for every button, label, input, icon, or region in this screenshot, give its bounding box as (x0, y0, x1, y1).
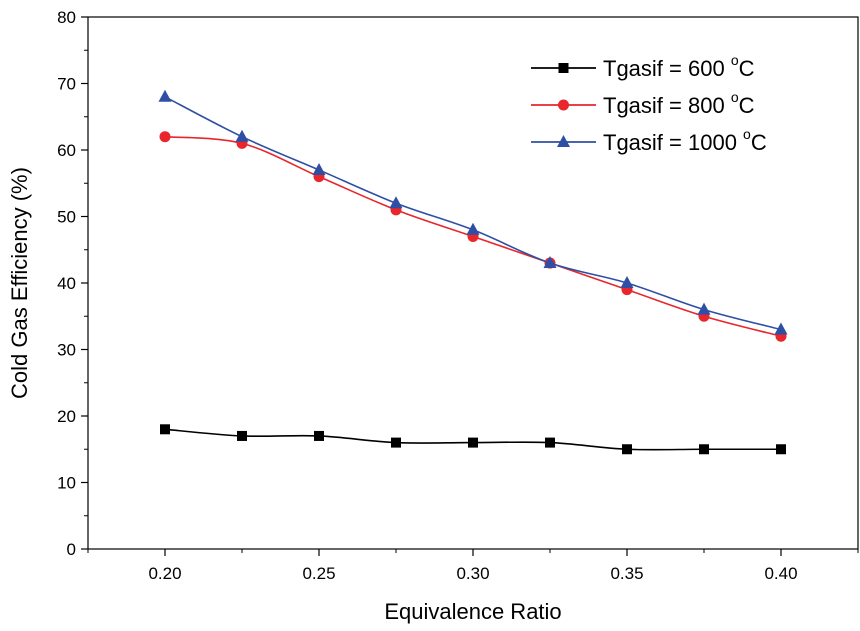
data-point-marker (545, 437, 555, 448)
data-point-marker (235, 129, 249, 142)
x-tick-label: 0.25 (302, 564, 335, 583)
y-tick-label: 70 (57, 75, 76, 94)
y-tick-label: 80 (57, 8, 76, 27)
legend-label-degree: o (743, 126, 751, 142)
data-point-marker (468, 437, 478, 448)
data-point-marker (697, 302, 711, 315)
legend-label: Tgasif = 1000 oC (603, 126, 767, 155)
data-point-marker (620, 276, 634, 288)
legend-entry: Tgasif = 800 oC (531, 89, 755, 118)
data-point-marker (389, 196, 403, 209)
y-tick-label: 60 (57, 141, 76, 160)
legend-marker (557, 135, 570, 147)
legend-label-degree: o (731, 52, 739, 68)
series-layer (158, 89, 788, 455)
y-axis-title: Cold Gas Efficiency (%) (7, 167, 32, 399)
legend-label-main: Tgasif = 800 (603, 93, 731, 118)
axes: 0 10 20 30 40 50 60 70 80 0.20 0.25 0.30 0.35 0.40 (57, 8, 859, 583)
x-axis-title: Equivalence Ratio (384, 599, 561, 624)
legend-entry: Tgasif = 1000 oC (531, 126, 767, 155)
x-tick-label: 0.40 (764, 564, 797, 583)
legend-entry: Tgasif = 600 oC (531, 52, 755, 81)
data-point-marker (622, 444, 632, 455)
data-point-marker (158, 89, 172, 102)
y-tick-label: 40 (57, 274, 76, 293)
data-point-marker (160, 424, 170, 435)
data-point-marker (466, 222, 480, 235)
x-tick-label: 0.30 (456, 564, 489, 583)
legend-label-unit: C (739, 56, 755, 81)
legend-label-unit: C (751, 130, 767, 155)
legend-marker (558, 63, 569, 73)
legend-label: Tgasif = 800 oC (603, 89, 755, 118)
y-tick-label: 0 (67, 540, 76, 559)
data-point-marker (699, 444, 709, 455)
series-2 (159, 131, 787, 342)
data-point-marker (312, 162, 326, 175)
data-point-marker (391, 437, 401, 448)
x-tick-label: 0.35 (610, 564, 643, 583)
series-1 (160, 424, 786, 455)
legend-marker (558, 99, 569, 111)
legend-label-degree: o (731, 89, 739, 105)
data-point-marker (159, 131, 171, 143)
data-point-marker (776, 444, 786, 455)
series-3 (158, 89, 788, 335)
x-tick-label: 0.20 (148, 564, 181, 583)
y-tick-label: 50 (57, 208, 76, 227)
data-point-marker (314, 430, 324, 441)
data-point-marker (774, 322, 788, 335)
legend-label-unit: C (739, 93, 755, 118)
legend-label: Tgasif = 600 oC (603, 52, 755, 81)
data-point-marker (237, 430, 247, 441)
y-tick-label: 30 (57, 341, 76, 360)
legend-label-main: Tgasif = 600 (603, 56, 731, 81)
data-point-marker (543, 256, 557, 269)
y-tick-label: 10 (57, 474, 76, 493)
legend-label-main: Tgasif = 1000 (603, 130, 743, 155)
y-tick-label: 20 (57, 407, 76, 426)
